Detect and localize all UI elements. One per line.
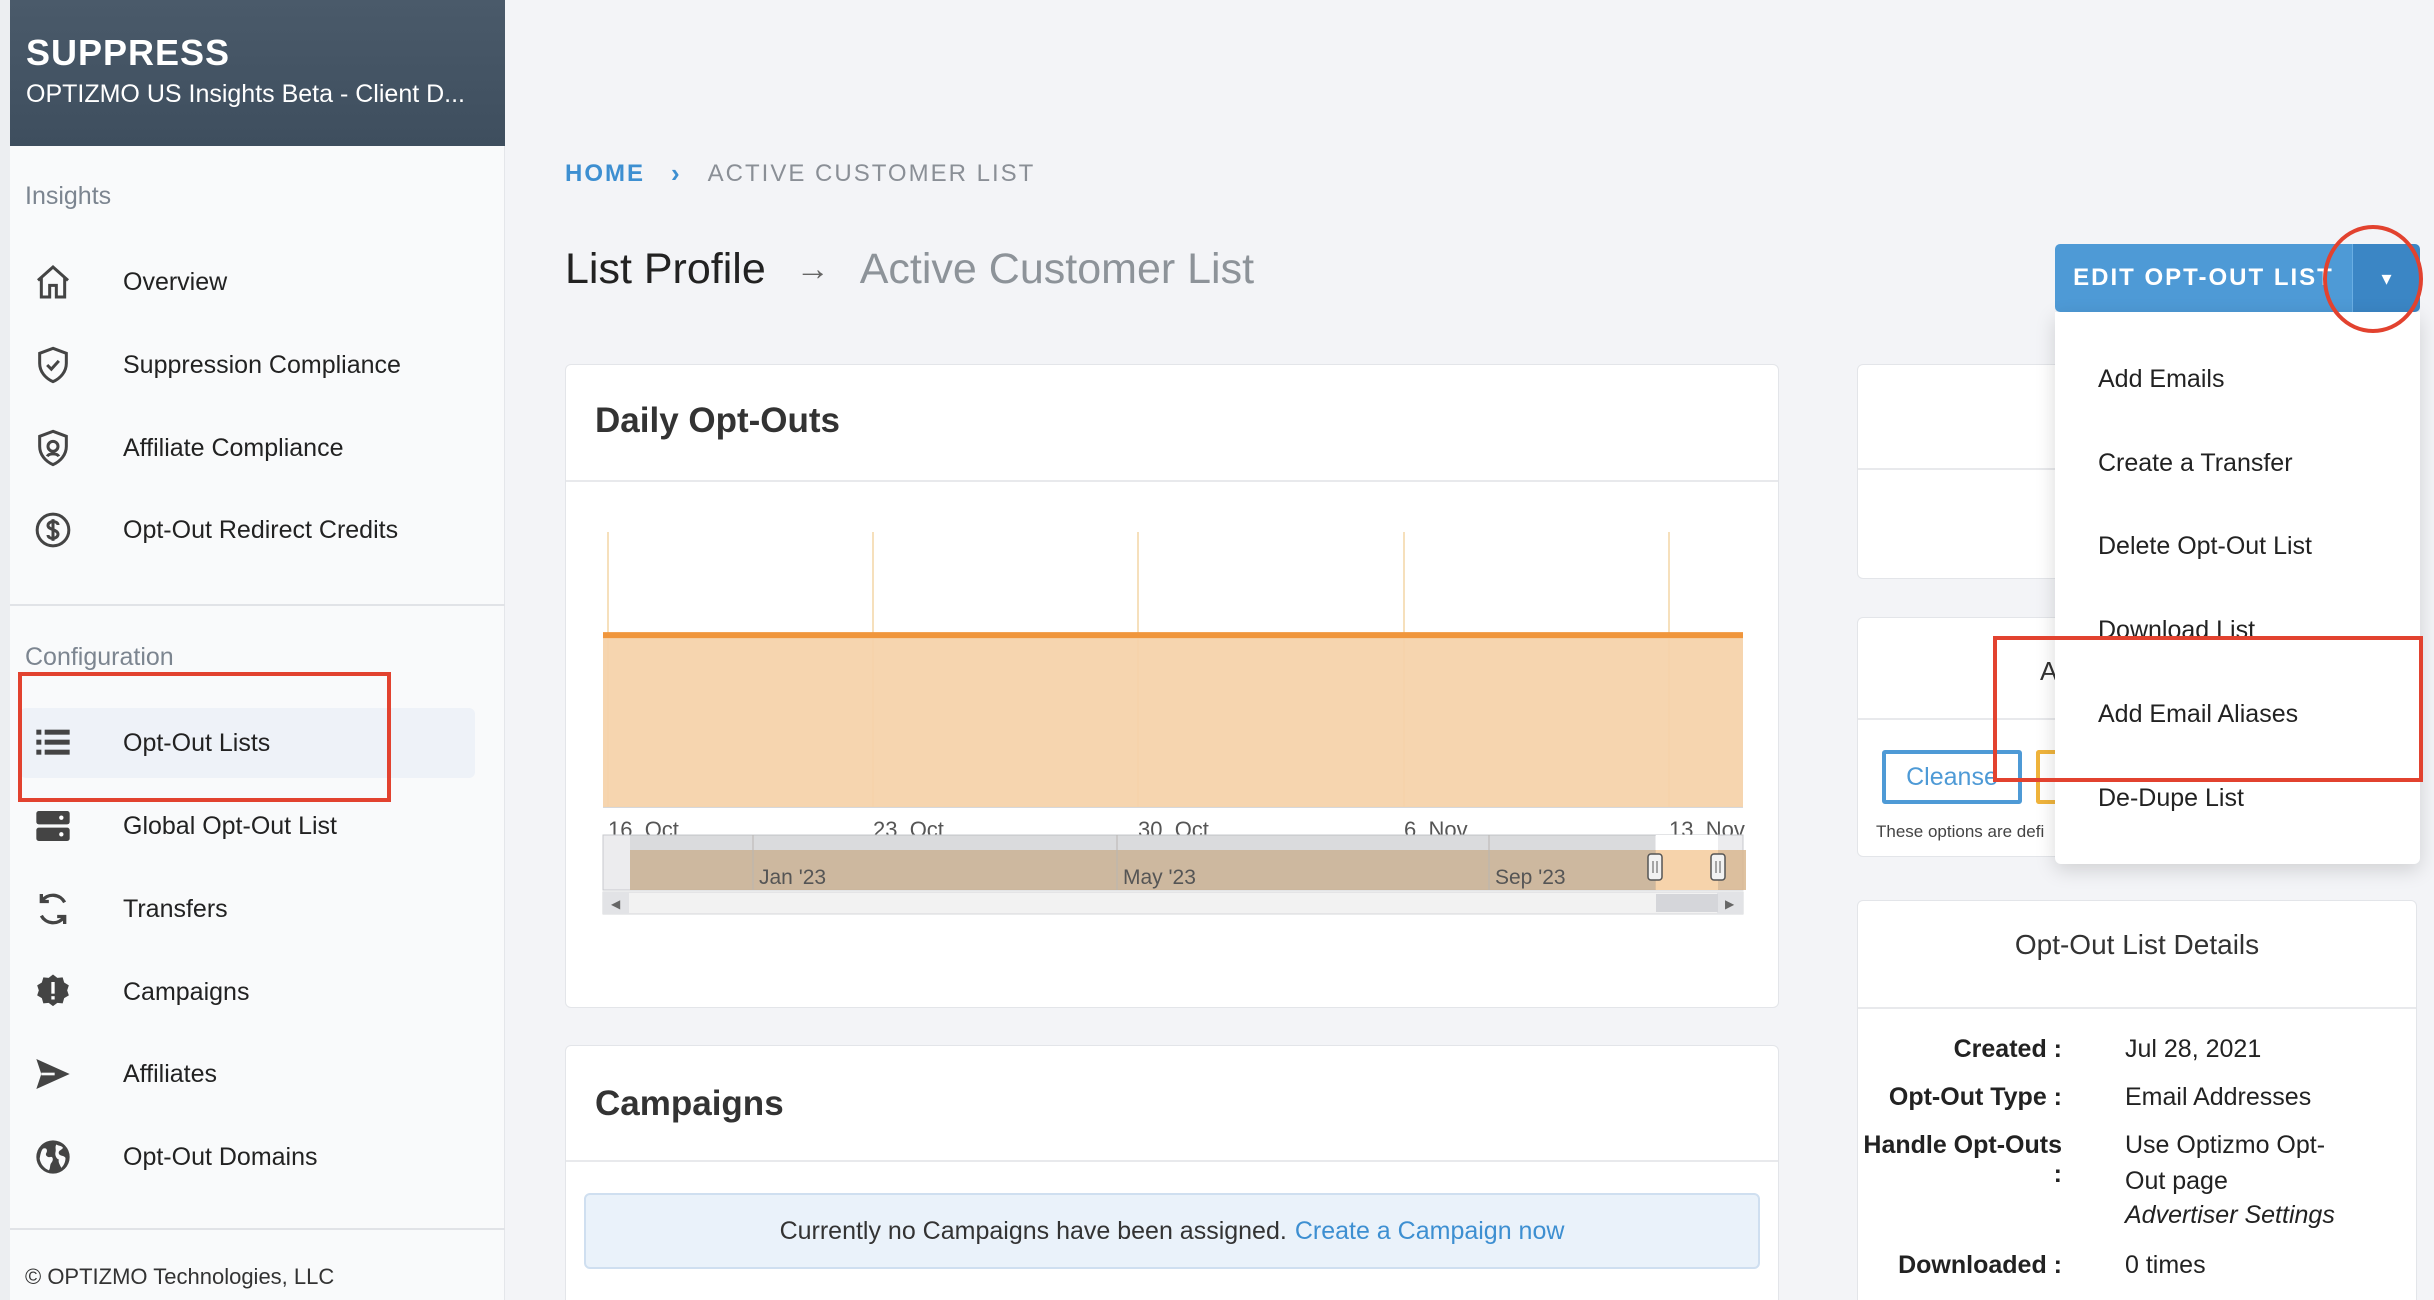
scrollbar-track [602, 891, 1744, 915]
copyright: © OPTIZMO Technologies, LLC [25, 1264, 335, 1289]
campaigns-notice: Currently no Campaigns have been assigne… [584, 1193, 1760, 1269]
navigator-tick-label: Sep '23 [1495, 866, 1566, 889]
shield-user-icon [25, 420, 81, 476]
detail-key: Opt-Out Type : [1888, 1083, 2062, 1111]
notice-text: Currently no Campaigns have been assigne… [779, 1216, 1287, 1245]
series-area [603, 635, 1743, 807]
details-title: Opt-Out List Details [2014, 929, 2260, 960]
card-heading-partial: A [2040, 656, 2058, 686]
edit-list-dropdown-menu: Add Emails Create a Transfer Delete Opt-… [2055, 312, 2420, 864]
sidebar-item-label: Opt-Out Redirect Credits [123, 515, 399, 544]
globe-icon [25, 1129, 81, 1185]
navigator-tick-label: Jan '23 [759, 866, 826, 889]
sidebar-item-overview[interactable]: Overview [20, 247, 475, 317]
sidebar-divider [10, 1228, 505, 1230]
navigator-mask [630, 835, 1655, 890]
daily-optouts-title: Daily Opt-Outs [595, 401, 841, 440]
dollar-circle-icon [25, 502, 81, 558]
sidebar-item-label: Opt-Out Domains [123, 1142, 318, 1171]
navigator-series [630, 850, 1746, 890]
options-note: These options are defi [1876, 822, 2045, 841]
scroll-left-icon: ◀ [611, 897, 621, 911]
sidebar-divider [10, 604, 505, 606]
sidebar-item-global-opt-out-list[interactable]: Global Opt-Out List [20, 791, 475, 861]
brand-header[interactable]: SUPPRESS OPTIZMO US Insights Beta - Clie… [10, 0, 505, 146]
scrollbar-left-button [603, 892, 629, 914]
chevron-right-icon: › [671, 158, 682, 188]
sidebar-item-opt-out-lists[interactable]: Opt-Out Lists [20, 708, 475, 778]
navigator-handle [1710, 853, 1726, 881]
detail-value: Email Addresses [2125, 1083, 2312, 1111]
edit-opt-out-list-button[interactable]: EDIT OPT-OUT LIST [2055, 244, 2352, 312]
menu-item-de-dupe-list[interactable]: De-Dupe List [2098, 784, 2244, 812]
navigator-handle [1647, 853, 1663, 881]
sidebar-item-affiliate-compliance[interactable]: Affiliate Compliance [20, 413, 475, 483]
arrow-right-icon: → [795, 250, 830, 288]
sidebar-item-campaigns[interactable]: Campaigns [20, 957, 475, 1027]
detail-value: 0 times [2125, 1251, 2206, 1279]
sidebar-item-affiliates[interactable]: Affiliates [20, 1039, 475, 1109]
sidebar: SUPPRESS OPTIZMO US Insights Beta - Clie… [0, 0, 505, 1300]
shield-check-icon [25, 337, 81, 393]
sidebar-item-label: Suppression Compliance [123, 350, 401, 379]
list-icon [25, 715, 81, 771]
sidebar-item-opt-out-domains[interactable]: Opt-Out Domains [20, 1122, 475, 1192]
scrollbar-right-button [1717, 892, 1743, 914]
sidebar-item-label: Overview [123, 267, 228, 296]
advertiser-settings-link[interactable]: Advertiser Settings [2125, 1201, 2335, 1229]
navigator-tick-label: May '23 [1123, 866, 1196, 889]
detail-key: Created : [1953, 1035, 2062, 1063]
alert-badge-icon [25, 964, 81, 1020]
menu-item-delete-list[interactable]: Delete Opt-Out List [2098, 532, 2312, 560]
sidebar-item-transfers[interactable]: Transfers [20, 874, 475, 944]
card-divider [566, 1160, 1778, 1162]
sidebar-item-label: Global Opt-Out List [123, 811, 337, 840]
home-icon [25, 254, 81, 310]
menu-item-download-list[interactable]: Download List [2098, 616, 2256, 638]
page-title-main: List Profile [565, 245, 766, 293]
highlight-box-opt-out-lists [18, 672, 391, 802]
menu-item-create-transfer[interactable]: Create a Transfer [2098, 449, 2293, 477]
detail-value: Jul 28, 2021 [2125, 1035, 2262, 1063]
breadcrumb-home[interactable]: HOME [565, 159, 645, 187]
detail-key: Handle Opt-Outs : [1863, 1131, 2062, 1188]
cleanse-button[interactable]: Cleanse [1882, 750, 2022, 804]
configuration-heading: Configuration [25, 643, 174, 671]
server-icon [25, 798, 81, 854]
highlight-circle-dropdown-toggle [2323, 225, 2423, 333]
sidebar-item-opt-out-redirect-credits[interactable]: Opt-Out Redirect Credits [20, 495, 475, 565]
scroll-right-icon: ▶ [1725, 897, 1735, 911]
create-campaign-link[interactable]: Create a Campaign now [1294, 1216, 1565, 1245]
campaigns-title: Campaigns [595, 1084, 784, 1123]
sidebar-item-label: Opt-Out Lists [123, 728, 271, 757]
brand-title: SUPPRESS [26, 32, 231, 73]
daily-optouts-card: Daily Opt-Outs 16. Oct 23. Oct 30. Oct 6. N… [565, 364, 1779, 1008]
opt-out-list-details-card: Opt-Out List Details Created : Jul 28, 2… [1857, 900, 2417, 1300]
sidebar-item-label: Transfers [123, 894, 228, 923]
highlight-box-add-email-aliases [1993, 636, 2423, 782]
sync-icon [25, 881, 81, 937]
breadcrumb: HOME › ACTIVE CUSTOMER LIST [565, 158, 1035, 189]
page-title-sub: Active Customer List [859, 245, 1255, 293]
breadcrumb-current: ACTIVE CUSTOMER LIST [707, 159, 1036, 187]
card-divider [1858, 1007, 2416, 1009]
menu-item-add-emails[interactable]: Add Emails [2098, 365, 2225, 393]
menu-item-add-email-aliases[interactable]: Add Email Aliases [2098, 700, 2299, 728]
sidebar-item-suppression-compliance[interactable]: Suppression Compliance [20, 330, 475, 400]
scrollbar-thumb [1656, 894, 1718, 912]
sidebar-item-label: Affiliate Compliance [123, 433, 344, 462]
daily-optouts-chart[interactable]: 16. Oct 23. Oct 30. Oct 6. Nov 13. Nov Jan '… [566, 482, 1778, 1007]
page-title: List Profile → Active Customer List [565, 245, 1254, 294]
detail-value: Use Optizmo Opt-Out page [2125, 1131, 2326, 1195]
card-divider [566, 480, 1778, 482]
sidebar-item-label: Campaigns [123, 977, 250, 1006]
insights-heading: Insights [25, 182, 112, 210]
sidebar-item-label: Affiliates [123, 1059, 218, 1088]
send-icon [25, 1046, 81, 1102]
navigator-window-fill [1656, 850, 1718, 890]
detail-key: Downloaded : [1898, 1251, 2062, 1279]
brand-subtitle: OPTIZMO US Insights Beta - Client D... [26, 80, 466, 108]
sidebar-edge [0, 0, 10, 1300]
